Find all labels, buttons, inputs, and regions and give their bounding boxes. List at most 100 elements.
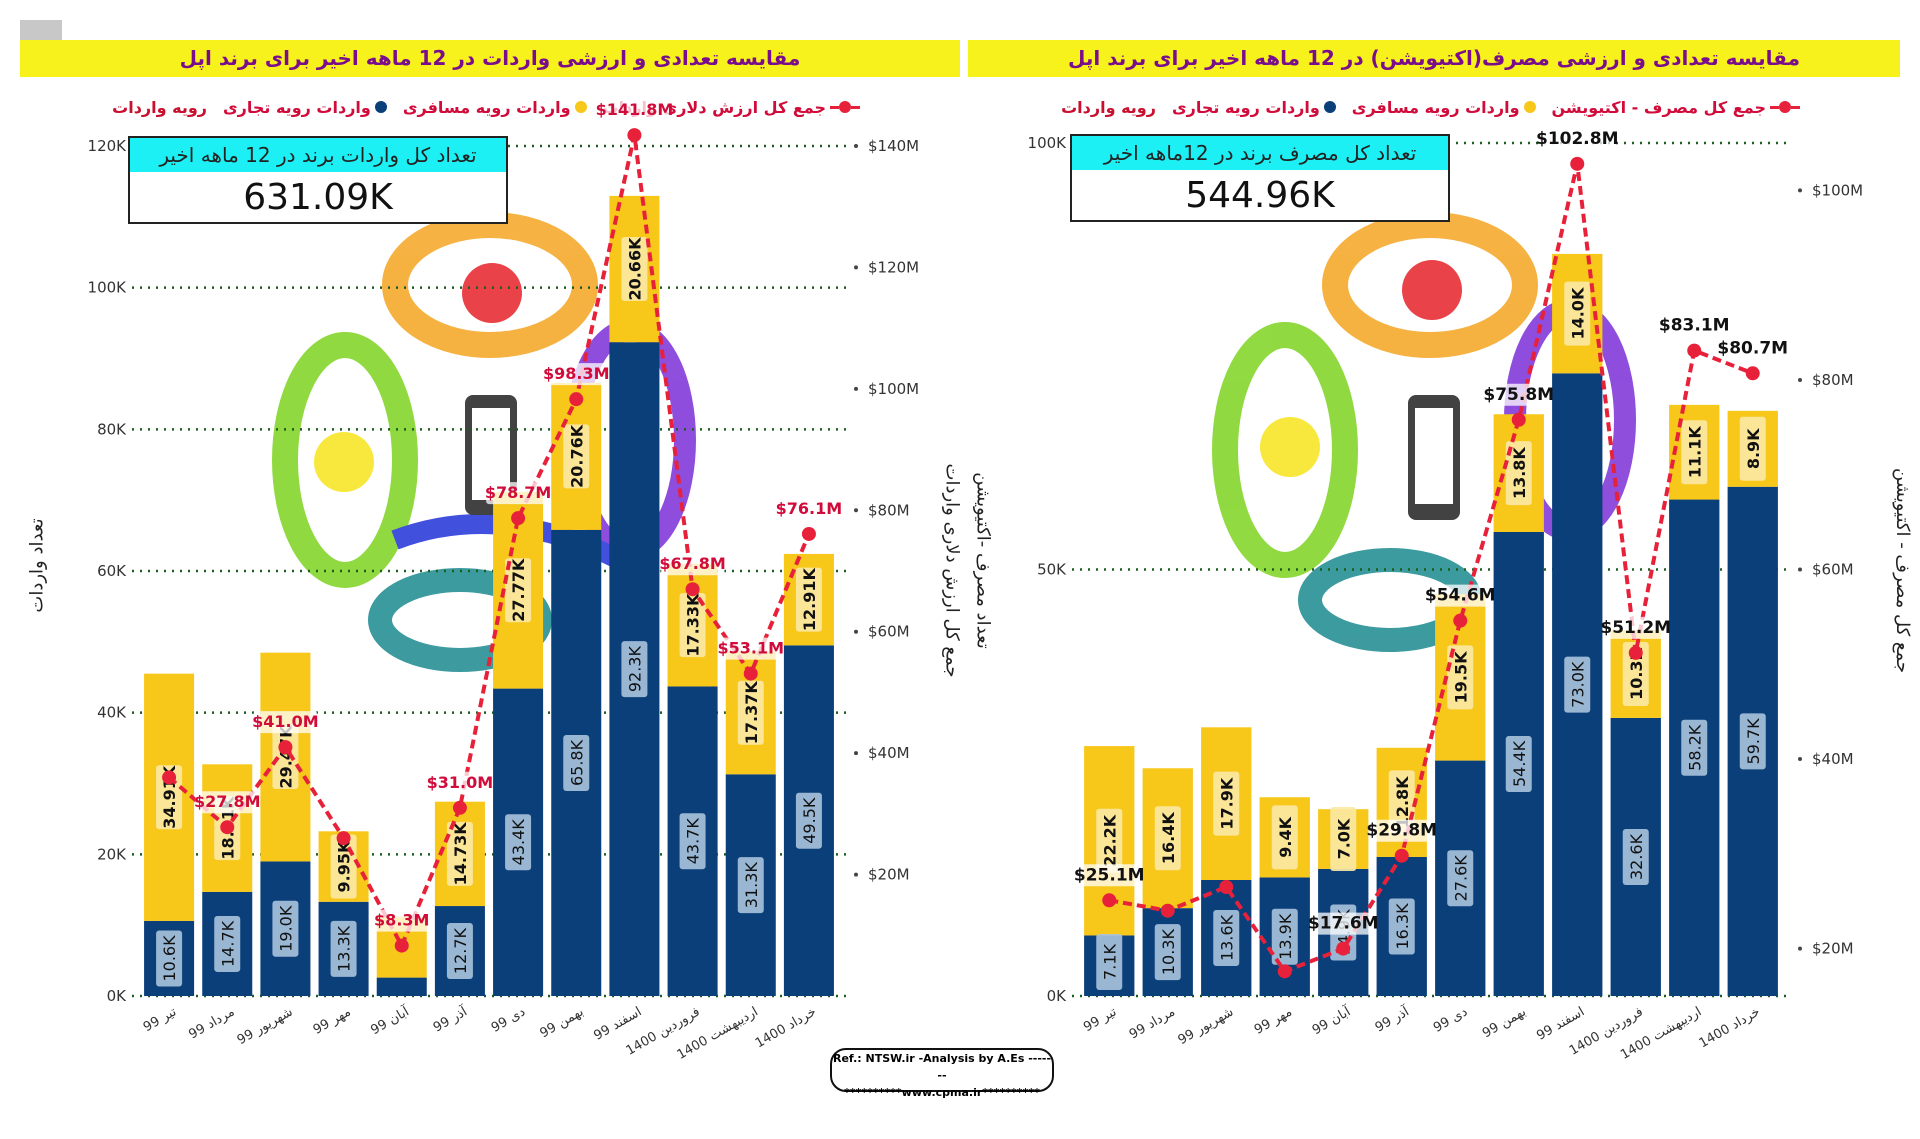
commercial-data-label: 54.4K: [1510, 740, 1529, 787]
x-tick-label-group: دی 99: [1431, 1004, 1470, 1035]
line-data-label: $54.6M: [1425, 586, 1496, 606]
line-data-label: $31.0M: [427, 773, 494, 792]
x-tick-label-group: شهریور 99: [1176, 1004, 1237, 1048]
data-label-bg: [1564, 281, 1591, 346]
line-label-bg: [1428, 584, 1493, 607]
passenger-data-label: 17.37K: [742, 681, 761, 745]
passenger-data-label: 7.0K: [1334, 818, 1353, 859]
value-point: [1687, 343, 1702, 358]
passenger-data-label: 19.5K: [1451, 651, 1470, 703]
data-label-bg: [1505, 441, 1532, 506]
passenger-data-label-group: 9.4K: [1271, 805, 1298, 870]
y2-tick-label: $20M: [868, 866, 910, 884]
value-point: [452, 800, 467, 815]
blue-dot-icon: [374, 101, 387, 113]
x-tick-label: آذر 99: [430, 1002, 471, 1036]
commercial-data-label-group: 43.7K: [679, 813, 706, 870]
data-label-bg: [737, 680, 764, 745]
left-y2-axis-title: جمع کل ارزش دلاری واردات: [941, 463, 963, 678]
commercial-data-label-group: 31.3K: [737, 857, 764, 914]
passenger-data-label-group: 12.91K: [795, 567, 822, 632]
data-label-bg: [1330, 807, 1357, 872]
y2-tick-label: $60M: [1812, 561, 1854, 579]
line-label-bg: [1486, 383, 1551, 406]
commercial-data-label: 43.7K: [684, 818, 703, 865]
line-label-bg: [544, 363, 609, 386]
x-tick-label-group: خرداد 1400: [1697, 1004, 1763, 1051]
passenger-data-label-group: 27.77K: [505, 558, 532, 623]
passenger-data-label: 13.8K: [1510, 447, 1529, 499]
passenger-data-label-group: 10.3K: [1622, 641, 1649, 706]
y2-tick-label: $80M: [1812, 371, 1854, 389]
commercial-data-label-group: 13.9K: [1271, 908, 1298, 965]
yellow-dot-icon: [574, 101, 587, 113]
left-y-axis-title: تعداد واردات: [26, 518, 48, 613]
line-data-label: $78.7M: [485, 483, 552, 502]
x-tick-label: بهمن 99: [1480, 1004, 1529, 1041]
value-point: [1102, 893, 1117, 908]
line-data-label: $98.3M: [543, 364, 610, 383]
passenger-data-label: 20.66K: [625, 237, 644, 301]
commercial-data-label-group: 43.4K: [505, 814, 532, 871]
x-tick-label-group: بهمن 99: [537, 1004, 586, 1041]
y2-tick-mark: [854, 386, 858, 391]
bar-commercial: [376, 977, 427, 996]
y2-tick-mark: [854, 265, 858, 270]
passenger-data-label-group: 8.9K: [1739, 416, 1766, 481]
x-tick-label: تیر 99: [1081, 1004, 1119, 1035]
passenger-data-label: 9.95K: [335, 840, 354, 892]
data-label-bg: [679, 813, 706, 870]
data-label-bg: [1096, 808, 1123, 873]
passenger-data-label-group: 29.47K: [272, 725, 299, 790]
y2-tick-mark: [1798, 946, 1802, 951]
passenger-data-label: 14.73K: [451, 822, 470, 886]
data-label-bg: [1388, 898, 1415, 955]
commercial-data-label: 73.0K: [1568, 661, 1587, 708]
x-tick-label: مرداد 99: [1127, 1004, 1178, 1042]
value-point: [220, 820, 235, 835]
commercial-data-label: 32.6K: [1627, 833, 1646, 880]
y2-tick-mark: [854, 144, 858, 148]
line-label-bg: [1720, 337, 1785, 360]
x-tick-label: دی 99: [489, 1004, 528, 1035]
data-label-bg: [795, 792, 822, 849]
commercial-data-label-group: 14.7K: [214, 915, 241, 972]
x-tick-label-group: شهریور 99: [235, 1004, 296, 1048]
value-point: [685, 582, 700, 597]
line-data-label: $53.1M: [717, 639, 784, 658]
data-label-bg: [795, 567, 822, 632]
passenger-data-label: 11.1K: [1685, 426, 1704, 478]
right-legend: جمع کل مصرف - اکتیویشن واردات رویه مسافر…: [1061, 94, 1800, 120]
data-label-bg: [1271, 908, 1298, 965]
right-legend-title: رویه واردات: [1061, 97, 1156, 117]
value-point: [394, 938, 409, 953]
x-tick-label-group: تیر 99: [1081, 1004, 1119, 1035]
passenger-data-label: 17.33K: [684, 593, 703, 657]
left-legend-passenger-label: واردات رویه مسافری: [402, 97, 571, 117]
left-kpi-card: تعداد کل واردات برند در 12 ماهه اخیر 631…: [128, 136, 508, 224]
y-tick-label: 100K: [1028, 134, 1068, 152]
line-label-bg: [776, 497, 841, 520]
commercial-data-label-group: 10.3K: [1154, 924, 1181, 981]
data-label-bg: [505, 814, 532, 871]
passenger-data-label: 20.76K: [567, 424, 586, 488]
x-tick-label: مهر 99: [1252, 1004, 1295, 1037]
value-point: [511, 511, 526, 526]
passenger-data-label-group: 17.33K: [679, 593, 706, 658]
data-label-bg: [272, 725, 299, 790]
x-tick-label: بهمن 99: [537, 1004, 586, 1041]
passenger-data-label-group: 17.9K: [1213, 771, 1240, 836]
value-point: [1628, 645, 1643, 660]
line-label-bg: [660, 553, 725, 576]
commercial-data-label-group: 19.0K: [272, 900, 299, 957]
passenger-data-label: 9.4K: [1276, 816, 1295, 857]
y2-tick-mark: [854, 872, 858, 877]
passenger-data-label-group: 14.73K: [446, 822, 473, 886]
value-point: [162, 770, 177, 785]
x-tick-label: تیر 99: [141, 1004, 179, 1035]
commercial-data-label: 12.7K: [451, 927, 470, 974]
x-tick-label: آذر 99: [1372, 1002, 1413, 1036]
y2-tick-label: $80M: [868, 501, 910, 519]
x-tick-label: شهریور 99: [235, 1004, 296, 1048]
y2-tick-mark: [1798, 377, 1802, 382]
